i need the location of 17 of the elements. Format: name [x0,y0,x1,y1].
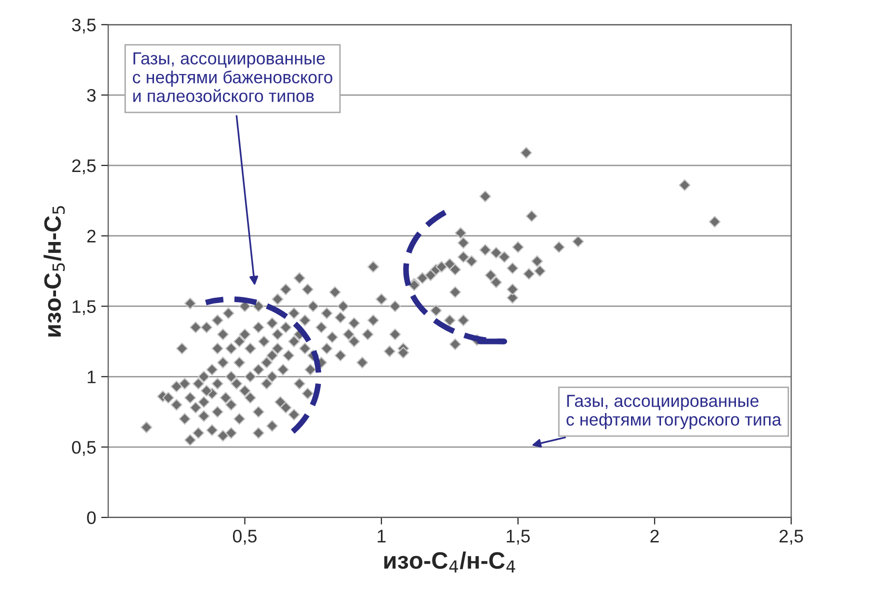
y-tick-label: 3,5 [72,18,96,34]
y-tick-label: 0 [87,511,96,524]
y-tick-label: 2,5 [72,159,96,174]
y-tick-label: 0,5 [72,440,96,456]
y-axis-title: изо-C$_{5}$/н-C$_{5}$ [44,206,65,336]
y-tick-label: 1 [88,370,96,384]
annotation: Газы, ассоциированные с нефтями тогурского типа [566,394,782,430]
x-tick-label: 1,5 [506,530,530,545]
x-tick-label: 0,5 [232,530,257,545]
x-tick-label: 2,5 [780,530,803,545]
y-tick-label: 2 [87,230,96,242]
y-tick-label: 1,5 [72,300,96,316]
x-axis-title: изо-C$_{4}$/н-C$_{4}$ [384,552,516,572]
x-tick-label: 2 [650,530,659,542]
annotation: Газы, ассоциированные с нефтями баженовского и палеозойского типов [132,52,332,102]
x-tick-label: 1 [378,530,386,542]
y-tick-label: 3 [87,88,96,102]
